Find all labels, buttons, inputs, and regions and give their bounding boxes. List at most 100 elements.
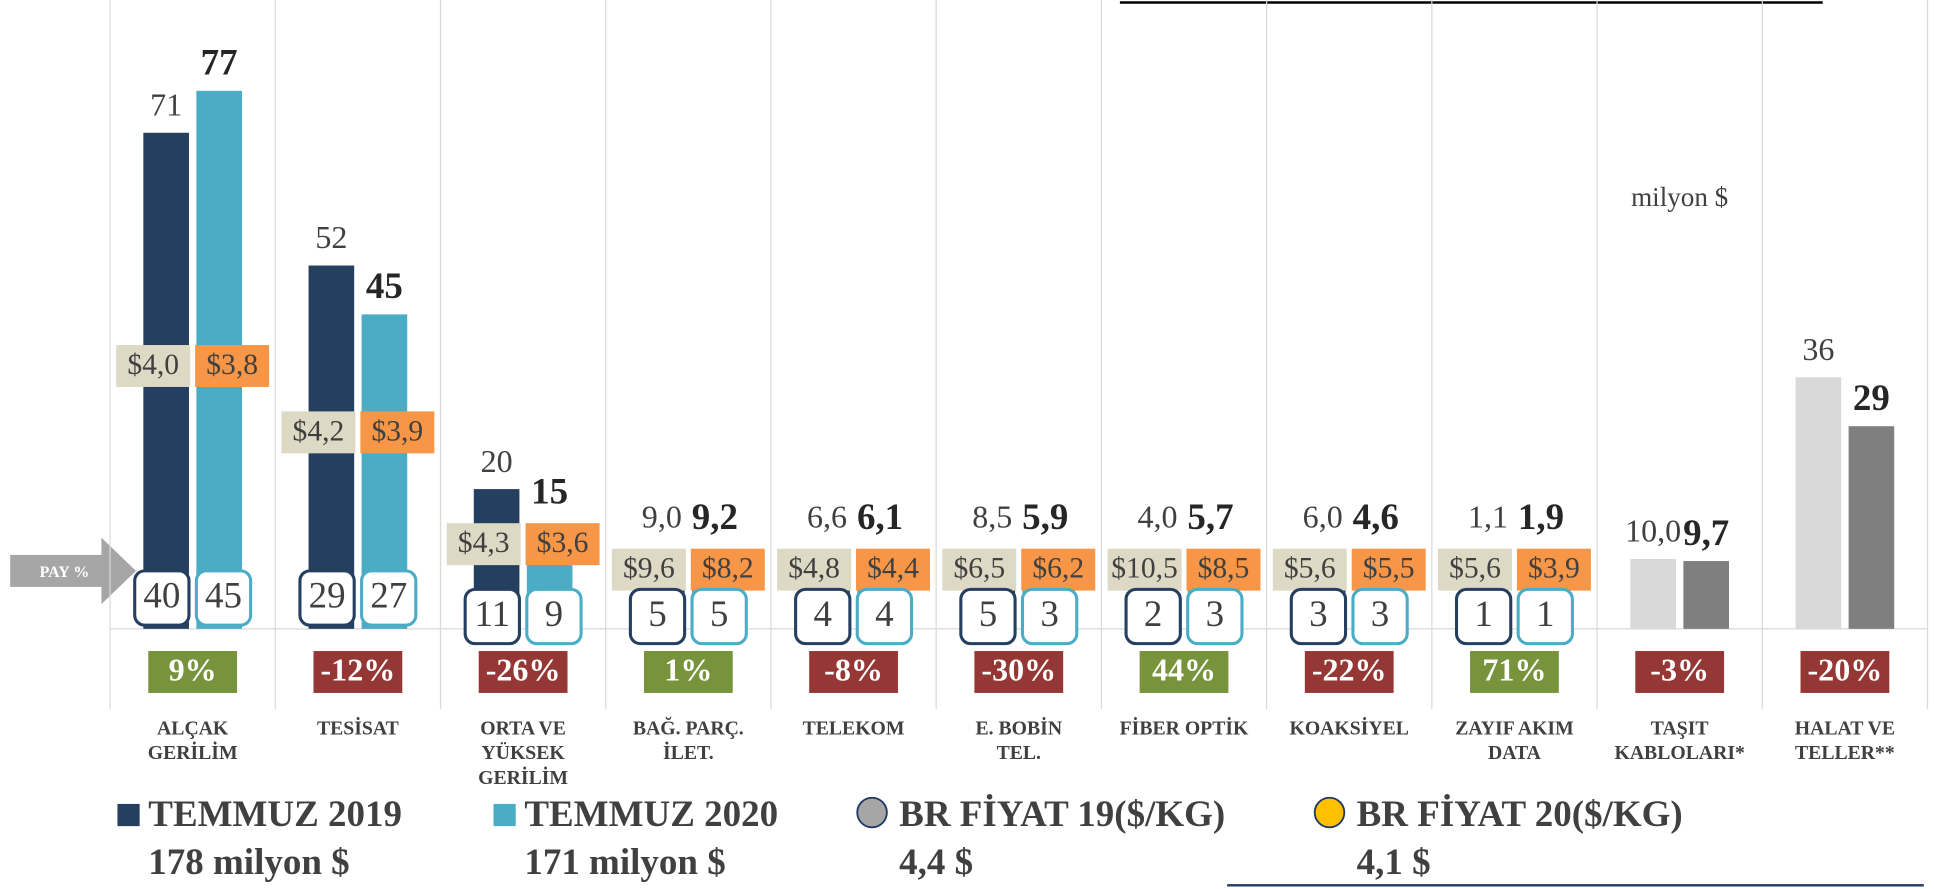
change-box — [478, 651, 568, 693]
change-label: 1% — [664, 652, 712, 688]
change-box — [643, 651, 733, 693]
category-label: FİBER OPTİK — [1120, 717, 1249, 739]
share-label: 5 — [979, 594, 998, 635]
price-box — [360, 411, 435, 454]
share-box — [194, 569, 253, 627]
legend-label: TEMMUZ 2019 — [148, 794, 402, 835]
category-label: ZAYIF AKIM — [1455, 717, 1574, 739]
value-label: 9,7 — [1683, 513, 1729, 554]
price-box — [1351, 548, 1426, 591]
share-box — [690, 587, 748, 646]
price-box — [942, 548, 1017, 591]
share-label: 3 — [1309, 594, 1327, 635]
change-box — [1635, 651, 1725, 693]
share-box — [463, 587, 521, 646]
value-label: 9,2 — [692, 497, 738, 538]
price-label: $4,8 — [788, 553, 840, 585]
category-label: E. BOBİN — [975, 717, 1062, 739]
change-label: 71% — [1482, 652, 1546, 688]
value-label: 71 — [150, 86, 182, 122]
share-label: PAY % — [40, 564, 90, 581]
price-box — [690, 548, 765, 591]
category-label: YÜKSEK — [481, 742, 565, 764]
share-label: 3 — [1206, 594, 1225, 635]
share-label: 27 — [370, 576, 407, 617]
value-label: 20 — [481, 443, 513, 479]
unit-note: milyon $ — [1631, 182, 1728, 212]
value-label: 52 — [315, 219, 347, 255]
category-label: TEL. — [997, 742, 1041, 764]
change-box — [148, 651, 238, 693]
value-label: 36 — [1802, 331, 1834, 367]
share-label: 45 — [205, 576, 242, 617]
price-label: $5,5 — [1363, 553, 1415, 585]
share-label: 3 — [1371, 594, 1390, 635]
price-label: $9,6 — [623, 553, 675, 585]
category-label: HALAT VE — [1795, 717, 1895, 739]
value-label: 4,6 — [1353, 497, 1399, 538]
share-label: 9 — [545, 594, 564, 635]
category-label: DATA — [1488, 742, 1542, 764]
value-label: 77 — [201, 43, 238, 84]
category-label: GERİLİM — [148, 742, 238, 764]
category-label: KABLOLARI* — [1614, 742, 1745, 764]
change-label: -30% — [981, 652, 1056, 688]
value-label: 29 — [1853, 378, 1890, 419]
price-box — [1438, 548, 1512, 591]
share-label: 2 — [1144, 594, 1163, 635]
change-label: -22% — [1312, 652, 1387, 688]
price-label: $5,6 — [1284, 553, 1336, 585]
legend-average: 4,4 $ — [899, 842, 973, 883]
price-box — [446, 523, 521, 566]
price-label: $4,4 — [867, 553, 919, 585]
price-label: $3,8 — [206, 349, 258, 381]
share-box — [628, 587, 687, 646]
category-label: TAŞIT — [1651, 717, 1709, 739]
change-box — [1304, 651, 1394, 693]
change-box — [1139, 651, 1229, 693]
price-label: $3,6 — [537, 527, 589, 559]
price-box — [611, 548, 686, 591]
price-label: $10,5 — [1111, 553, 1178, 585]
value-label: 5,7 — [1187, 497, 1233, 538]
share-label: 5 — [710, 594, 729, 635]
value-label: 45 — [366, 266, 403, 307]
bar — [1795, 377, 1842, 629]
change-label: -20% — [1808, 652, 1883, 688]
value-label: 4,0 — [1137, 499, 1177, 535]
category-label: İLET. — [663, 742, 714, 764]
price-label: $5,6 — [1449, 553, 1501, 585]
price-label: $3,9 — [1528, 553, 1580, 585]
change-label: -12% — [321, 652, 396, 688]
category-label: TELEKOM — [803, 717, 905, 739]
change-box — [809, 651, 898, 693]
share-label: 1 — [1536, 594, 1554, 635]
share-label: 3 — [1040, 594, 1059, 635]
share-box — [855, 587, 914, 646]
value-label: 10,0 — [1625, 513, 1681, 549]
share-box — [1351, 587, 1409, 646]
bar — [1630, 558, 1676, 629]
value-label: 6,1 — [857, 497, 903, 538]
share-label: 1 — [1474, 594, 1493, 635]
value-label: 8,5 — [972, 499, 1012, 535]
price-box — [1186, 548, 1261, 591]
change-label: -3% — [1650, 652, 1709, 688]
legend-total: 178 milyon $ — [148, 842, 349, 883]
category-label: ALÇAK — [157, 717, 229, 739]
price-box — [116, 345, 191, 387]
share-box — [1454, 587, 1513, 646]
change-label: 44% — [1152, 652, 1216, 688]
price-box — [1107, 548, 1182, 591]
value-label: 15 — [531, 471, 568, 512]
legend-swatch — [117, 803, 140, 827]
legend-label: TEMMUZ 2020 — [524, 794, 778, 835]
price-box — [195, 345, 270, 387]
share-box — [525, 587, 583, 646]
bar — [1848, 426, 1895, 629]
share-box — [1289, 587, 1348, 646]
share-arrow — [10, 537, 136, 605]
value-label: 9,0 — [642, 499, 682, 535]
category-label: KOAKSİYEL — [1290, 717, 1409, 739]
legend-swatch — [493, 803, 516, 827]
